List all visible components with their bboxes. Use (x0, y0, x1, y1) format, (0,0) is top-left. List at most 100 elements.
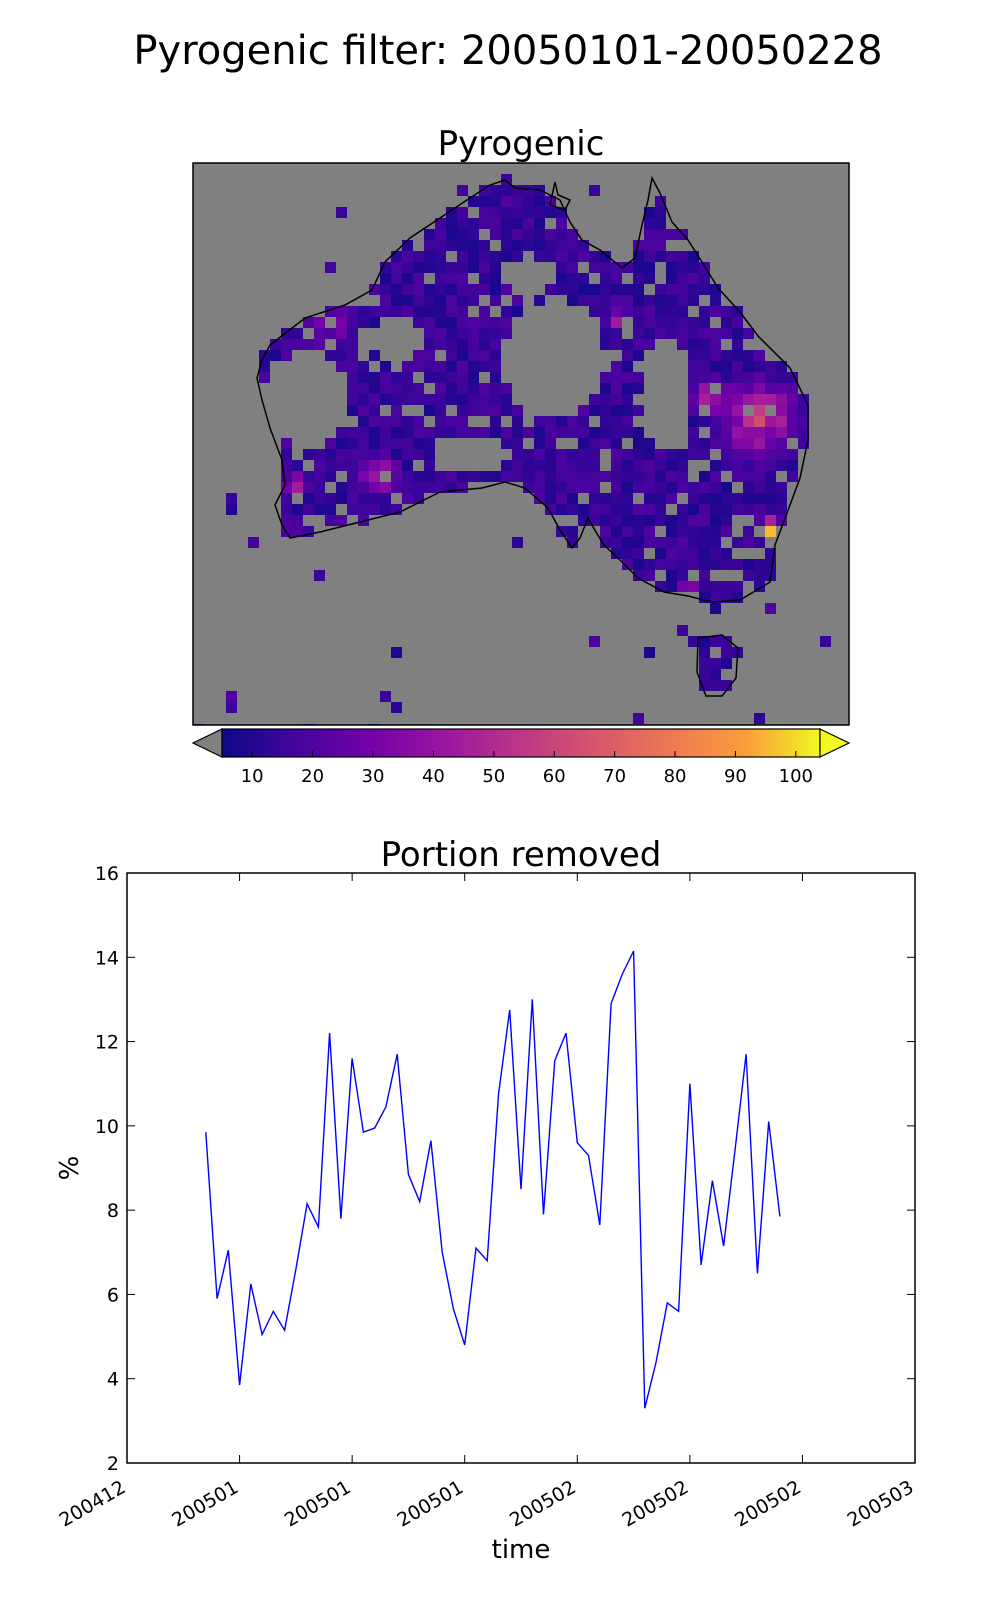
map-cell (644, 647, 655, 658)
map-cell (776, 372, 787, 383)
map-cell (655, 207, 666, 218)
map-cell (754, 713, 765, 724)
map-cell (402, 394, 413, 405)
map-cell (325, 471, 336, 482)
map-cell (798, 416, 809, 427)
map-cell (556, 251, 567, 262)
y-tick-label: 12 (95, 1032, 119, 1054)
map-cell (545, 251, 556, 262)
map-cell (567, 251, 578, 262)
map-cell (754, 427, 765, 438)
x-axis-label: time (492, 1535, 551, 1565)
map-cell (589, 262, 600, 273)
map-cell (578, 295, 589, 306)
map-cell (303, 317, 314, 328)
map-cell (633, 306, 644, 317)
map-cell (402, 460, 413, 471)
map-cell (677, 482, 688, 493)
map-cell (666, 306, 677, 317)
map-cell (391, 460, 402, 471)
map-cell (468, 328, 479, 339)
map-cell (325, 449, 336, 460)
map-cell (391, 405, 402, 416)
map-cell (314, 471, 325, 482)
map-cell (391, 416, 402, 427)
map-cell (699, 273, 710, 284)
x-tick-label: 200503 (844, 1476, 918, 1531)
map-cell (435, 383, 446, 394)
map-cell (424, 284, 435, 295)
map-cell (490, 317, 501, 328)
map-cell (347, 383, 358, 394)
map-cell (699, 493, 710, 504)
map-cell (292, 339, 303, 350)
map-cell (721, 658, 732, 669)
map-cell (226, 504, 237, 515)
map-cell (622, 559, 633, 570)
map-cell (732, 427, 743, 438)
map-cell (611, 471, 622, 482)
map-cell (699, 416, 710, 427)
map-cell (402, 416, 413, 427)
map-cell (424, 262, 435, 273)
map-cell (611, 427, 622, 438)
map-cell (622, 427, 633, 438)
map-cell (303, 471, 314, 482)
map-cell (380, 361, 391, 372)
map-cell (644, 504, 655, 515)
map-cell (567, 537, 578, 548)
map-cell (424, 317, 435, 328)
map-cell (622, 515, 633, 526)
map-cell (424, 405, 435, 416)
map-cell (622, 383, 633, 394)
map-cell (369, 405, 380, 416)
map-cell (501, 284, 512, 295)
map-cell (435, 295, 446, 306)
map-cell (347, 493, 358, 504)
map-cell (490, 229, 501, 240)
map-cell (336, 361, 347, 372)
map-cell (600, 339, 611, 350)
map-cell (754, 350, 765, 361)
map-cell (534, 416, 545, 427)
map-cell (479, 339, 490, 350)
map-cell (688, 284, 699, 295)
map-cell (666, 284, 677, 295)
map-cell (446, 218, 457, 229)
map-cell (578, 460, 589, 471)
map-cell (325, 262, 336, 273)
map-cell (270, 339, 281, 350)
map-cell (446, 295, 457, 306)
map-cell (732, 493, 743, 504)
map-cell (446, 427, 457, 438)
map-cell (776, 504, 787, 515)
map-cell (578, 504, 589, 515)
map-cell (754, 537, 765, 548)
map-cell (754, 471, 765, 482)
map-cell (501, 251, 512, 262)
map-cell (688, 548, 699, 559)
map-cell (655, 493, 666, 504)
map-cell (765, 416, 776, 427)
map-cell (688, 295, 699, 306)
map-cell (688, 339, 699, 350)
map-cell (732, 537, 743, 548)
map-cell (644, 493, 655, 504)
map-cell (435, 273, 446, 284)
map-cell (545, 471, 556, 482)
map-cell (721, 328, 732, 339)
map-cell (699, 350, 710, 361)
map-cell (347, 471, 358, 482)
map-title: Pyrogenic (438, 124, 605, 164)
map-cell (754, 405, 765, 416)
map-cell (369, 427, 380, 438)
map-cell (776, 438, 787, 449)
map-cell (391, 284, 402, 295)
colorbar-tick-label: 50 (482, 766, 505, 787)
map-cell (468, 372, 479, 383)
map-cell (611, 339, 622, 350)
map-cell (743, 328, 754, 339)
map-cell (413, 361, 424, 372)
map-cell (391, 394, 402, 405)
map-cell (534, 460, 545, 471)
